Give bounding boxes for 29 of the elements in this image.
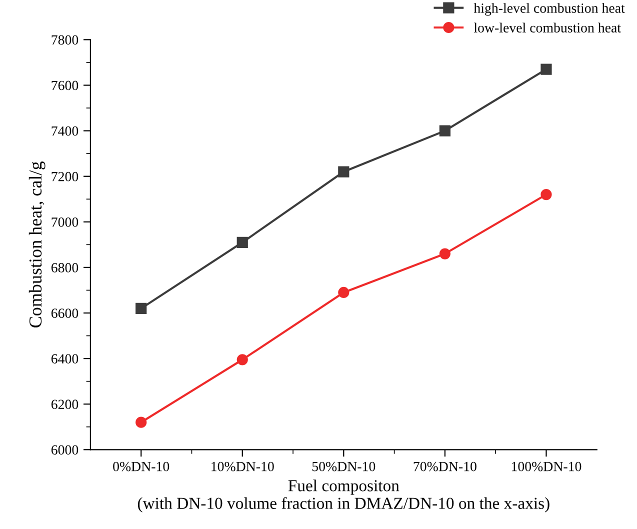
y-tick-label: 7600 bbox=[52, 80, 78, 90]
x-tick-label: 70%DN-10 bbox=[414, 462, 476, 472]
point bbox=[236, 354, 248, 366]
point bbox=[338, 166, 350, 178]
y-tick-label: 7400 bbox=[52, 126, 78, 136]
x-tick-label: 100%DN-10 bbox=[512, 462, 582, 472]
y-tick-label: 7800 bbox=[52, 35, 78, 45]
y-tick-label: 7000 bbox=[52, 217, 78, 227]
point bbox=[136, 302, 147, 314]
y-tick-label: 6000 bbox=[51, 445, 78, 455]
point bbox=[338, 286, 350, 298]
point bbox=[540, 189, 552, 200]
point bbox=[439, 125, 450, 136]
x-axis-title: Fuel compositon (with DN-10 volume fraction in DMAZ/DN-10 on the x-axis) bbox=[138, 480, 550, 512]
point bbox=[439, 248, 450, 260]
legend-label: high-level combustion heat bbox=[474, 3, 625, 16]
x-tick-label: 0%DN-10 bbox=[113, 462, 170, 472]
y-tick-label: 6400 bbox=[51, 354, 78, 364]
legend-label: low-level combustion heat bbox=[474, 22, 621, 32]
x-tick-label: 50%DN-10 bbox=[312, 462, 376, 472]
y-tick-label: 6600 bbox=[51, 308, 78, 318]
y-tick-label: 6800 bbox=[51, 263, 78, 272]
y-tick-label: 6200 bbox=[51, 400, 78, 410]
point bbox=[540, 64, 552, 75]
x-tick-label: 10%DN-10 bbox=[212, 462, 274, 472]
point bbox=[136, 416, 147, 428]
y-tick-label: 7200 bbox=[52, 172, 78, 182]
y-axis-title: Combustion heat, cal/g bbox=[28, 162, 46, 328]
point bbox=[236, 236, 248, 248]
